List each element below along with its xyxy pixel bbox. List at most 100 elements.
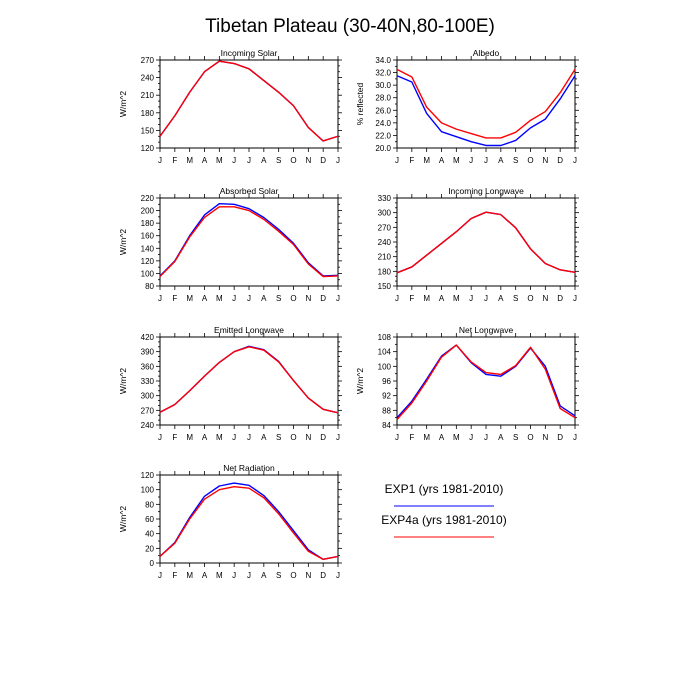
x-tick-label: S xyxy=(513,294,518,303)
y-tick-label: 120 xyxy=(141,257,155,266)
y-tick-label: 40 xyxy=(145,530,154,539)
y-tick-label: 270 xyxy=(378,223,392,232)
x-tick-label: M xyxy=(216,294,223,303)
y-tick-label: 88 xyxy=(382,406,391,415)
x-tick-label: A xyxy=(261,433,267,442)
series-line-exp4a xyxy=(396,211,576,274)
y-tick-label: 96 xyxy=(382,377,391,386)
x-tick-label: S xyxy=(513,433,518,442)
legend-label-exp1: EXP1 (yrs 1981-2010) xyxy=(385,482,504,496)
x-tick-label: N xyxy=(542,156,548,165)
x-tick-label: D xyxy=(320,433,326,442)
y-tick-label: 330 xyxy=(141,377,155,386)
x-tick-label: M xyxy=(423,433,430,442)
x-tick-label: N xyxy=(542,294,548,303)
x-tick-label: J xyxy=(336,433,340,442)
y-tick-label: 240 xyxy=(378,238,392,247)
x-tick-label: D xyxy=(557,156,563,165)
panel-incoming-longwave: Incoming Longwave 150 180 210 240 270 300 330 J F… xyxy=(378,186,579,303)
x-tick-label: J xyxy=(395,156,399,165)
legend-label-exp4a: EXP4a (yrs 1981-2010) xyxy=(381,513,506,527)
panel-title: Absorbed Solar xyxy=(220,186,279,196)
y-tick-label: 30.0 xyxy=(375,81,391,90)
x-tick-label: M xyxy=(216,571,223,580)
x-tick-label: M xyxy=(453,294,460,303)
x-tick-label: J xyxy=(158,433,162,442)
y-tick-label: 240 xyxy=(141,74,155,83)
y-tick-label: 300 xyxy=(141,392,155,401)
x-tick-label: J xyxy=(469,433,473,442)
y-tick-label: 150 xyxy=(378,282,392,291)
x-tick-label: D xyxy=(320,571,326,580)
x-tick-label: A xyxy=(439,156,445,165)
x-tick-label: A xyxy=(498,433,504,442)
x-tick-label: D xyxy=(320,294,326,303)
series-line-exp4a xyxy=(159,60,339,142)
x-tick-label: A xyxy=(439,433,445,442)
x-tick-label: O xyxy=(527,156,533,165)
y-tick-label: 360 xyxy=(141,362,155,371)
legend-entry-exp1: EXP1 (yrs 1981-2010) xyxy=(385,482,504,507)
x-tick-label: J xyxy=(573,433,577,442)
series-line-exp1 xyxy=(159,202,339,277)
y-tick-label: 24.0 xyxy=(375,119,391,128)
y-tick-label: 100 xyxy=(141,269,155,278)
y-tick-label: 22.0 xyxy=(375,131,391,140)
x-tick-label: J xyxy=(158,294,162,303)
y-tick-label: 210 xyxy=(141,91,155,100)
x-tick-label: M xyxy=(216,156,223,165)
x-tick-label: O xyxy=(290,156,296,165)
x-tick-label: M xyxy=(453,156,460,165)
x-tick-label: F xyxy=(409,433,414,442)
x-tick-label: J xyxy=(469,156,473,165)
panel-title: Incoming Longwave xyxy=(448,186,524,196)
x-tick-label: F xyxy=(172,571,177,580)
x-tick-label: J xyxy=(232,433,236,442)
y-tick-label: 108 xyxy=(378,333,392,342)
panel-albedo: Albedo 20.0 22.0 24.0 26.0 28.0 30.0 32.0 34.0 J F… xyxy=(355,48,579,165)
x-tick-label: J xyxy=(484,294,488,303)
x-tick-label: J xyxy=(158,571,162,580)
y-axis-label: W/m^2 xyxy=(355,368,365,394)
y-tick-label: 270 xyxy=(141,406,155,415)
x-tick-label: F xyxy=(409,156,414,165)
y-tick-label: 140 xyxy=(141,244,155,253)
x-tick-label: J xyxy=(158,156,162,165)
y-tick-label: 300 xyxy=(378,209,392,218)
y-tick-label: 80 xyxy=(145,282,154,291)
x-tick-label: J xyxy=(232,571,236,580)
y-tick-label: 180 xyxy=(378,267,392,276)
x-tick-label: J xyxy=(232,156,236,165)
x-tick-label: F xyxy=(172,433,177,442)
x-tick-label: N xyxy=(305,294,311,303)
x-tick-label: J xyxy=(232,294,236,303)
x-tick-label: J xyxy=(247,156,251,165)
y-axis-label: W/m^2 xyxy=(118,229,128,255)
y-tick-label: 60 xyxy=(145,515,154,524)
x-tick-label: M xyxy=(453,433,460,442)
y-tick-label: 240 xyxy=(141,421,155,430)
x-tick-label: D xyxy=(320,156,326,165)
x-tick-label: D xyxy=(557,433,563,442)
series-line-exp1 xyxy=(396,75,576,147)
y-axis-label: W/m^2 xyxy=(118,368,128,394)
series-line-exp4a xyxy=(396,68,576,139)
x-tick-label: N xyxy=(305,433,311,442)
x-tick-label: M xyxy=(423,156,430,165)
y-tick-label: 0 xyxy=(150,559,155,568)
y-axis-label: % reflected xyxy=(355,82,365,125)
panel-title: Net Radiation xyxy=(223,463,275,473)
x-tick-label: O xyxy=(527,433,533,442)
panel-title: Incoming Solar xyxy=(221,48,278,58)
x-tick-label: J xyxy=(395,433,399,442)
x-tick-label: J xyxy=(247,571,251,580)
x-tick-label: J xyxy=(484,433,488,442)
x-tick-label: M xyxy=(186,433,193,442)
figure-title: Tibetan Plateau (30-40N,80-100E) xyxy=(205,16,495,37)
